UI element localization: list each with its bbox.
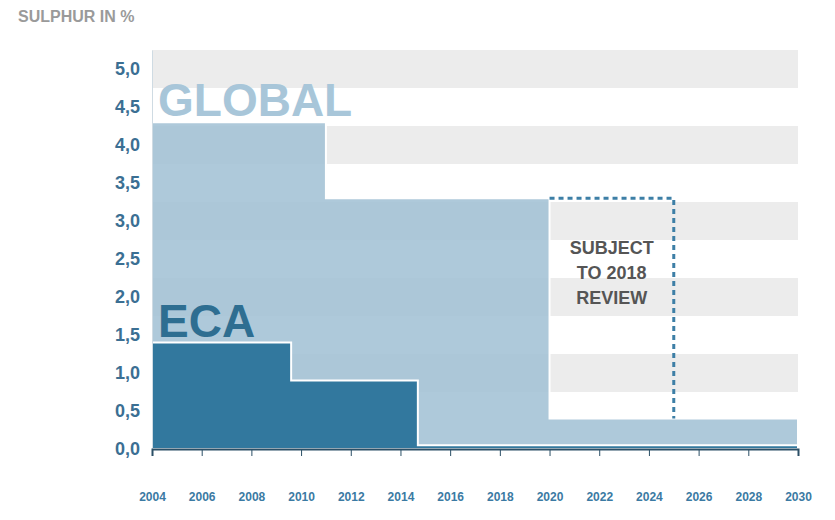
tick: 2016 — [437, 449, 464, 504]
tick: 3,5 — [115, 173, 152, 193]
tick: 3,0 — [115, 211, 152, 231]
tick-label: 2006 — [189, 490, 216, 504]
tick: 2010 — [288, 449, 315, 504]
tick-label: 2010 — [288, 490, 315, 504]
tick-label: 5,0 — [115, 59, 140, 79]
tick-label: 3,5 — [115, 173, 140, 193]
tick-label: 2,0 — [115, 287, 140, 307]
tick-label: 0,5 — [115, 401, 140, 421]
tick-label: 2030 — [785, 490, 812, 504]
axis-line — [153, 450, 799, 457]
tick: 4,0 — [115, 135, 152, 155]
tick-label: 0,0 — [115, 439, 140, 459]
tick-mark — [351, 449, 352, 456]
tick-label: 2004 — [139, 490, 166, 504]
tick-label: 2022 — [586, 490, 613, 504]
tick: 2018 — [487, 449, 514, 504]
tick: 2030 — [785, 449, 812, 504]
tick: 5,0 — [115, 59, 152, 79]
axis-line — [152, 51, 153, 450]
tick-label: 2020 — [537, 490, 564, 504]
tick-mark — [500, 449, 501, 456]
series-label: ECA — [158, 295, 255, 347]
tick: 2008 — [239, 449, 266, 504]
tick: 2014 — [388, 449, 415, 504]
chart: GLOBAL ECA SUBJECT TO 2018 REVIEW 0,0 0,5 1,0 1,… — [0, 0, 835, 520]
tick-mark — [450, 449, 451, 456]
tick-label: 2014 — [388, 490, 415, 504]
tick-label: 2026 — [686, 490, 713, 504]
tick-mark — [699, 449, 700, 456]
tick: 2012 — [338, 449, 365, 504]
tick: 2004 — [139, 449, 166, 504]
tick-label: 4,0 — [115, 135, 140, 155]
tick: 0,5 — [115, 401, 152, 421]
tick: 1,5 — [115, 325, 152, 345]
tick-label: 2024 — [636, 490, 663, 504]
tick-mark — [649, 449, 650, 456]
axis-title: SULPHUR IN % — [18, 8, 134, 25]
annotation: TO 2018 — [577, 263, 647, 283]
tick-label: 2028 — [735, 490, 762, 504]
annotation: SUBJECT — [570, 238, 654, 258]
tick-label: 2016 — [437, 490, 464, 504]
tick-label: 4,5 — [115, 97, 140, 117]
tick: 2022 — [586, 449, 613, 504]
tick: 2026 — [686, 449, 713, 504]
tick-label: 1,0 — [115, 363, 140, 383]
tick-label: 1,5 — [115, 325, 140, 345]
tick-mark — [301, 449, 302, 456]
tick-mark — [202, 449, 203, 456]
tick-mark — [152, 449, 153, 456]
tick: 2024 — [636, 449, 663, 504]
marks — [152, 122, 798, 449]
tick: 2,0 — [115, 287, 152, 307]
area-1 — [152, 343, 798, 449]
tick: 2,5 — [115, 249, 152, 269]
tick: 4,5 — [115, 97, 152, 117]
tick-label: 3,0 — [115, 211, 140, 231]
tick: 2006 — [189, 449, 216, 504]
x-axis: 2004 2006 2008 2010 2012 2014 2016 2018 2020 2022… — [139, 449, 812, 504]
tick-mark — [798, 449, 799, 456]
tick-label: 2018 — [487, 490, 514, 504]
y-axis: 0,0 0,5 1,0 1,5 2,0 2,5 3,0 3,5 4,0 4,5 5,0 — [115, 51, 153, 460]
tick: 1,0 — [115, 363, 152, 383]
tick-label: 2008 — [239, 490, 266, 504]
tick-mark — [400, 449, 401, 456]
tick-mark — [550, 449, 551, 456]
tick: 2020 — [537, 449, 564, 504]
tick-mark — [748, 449, 749, 456]
tick-mark — [599, 449, 600, 456]
series-label: GLOBAL — [158, 74, 352, 126]
area-0 — [152, 122, 798, 449]
review-box — [550, 198, 674, 418]
annotation: REVIEW — [576, 288, 647, 308]
tick-mark — [251, 449, 252, 456]
tick-label: 2,5 — [115, 249, 140, 269]
tick: 0,0 — [115, 439, 152, 459]
tick: 2028 — [735, 449, 762, 504]
tick-label: 2012 — [338, 490, 365, 504]
